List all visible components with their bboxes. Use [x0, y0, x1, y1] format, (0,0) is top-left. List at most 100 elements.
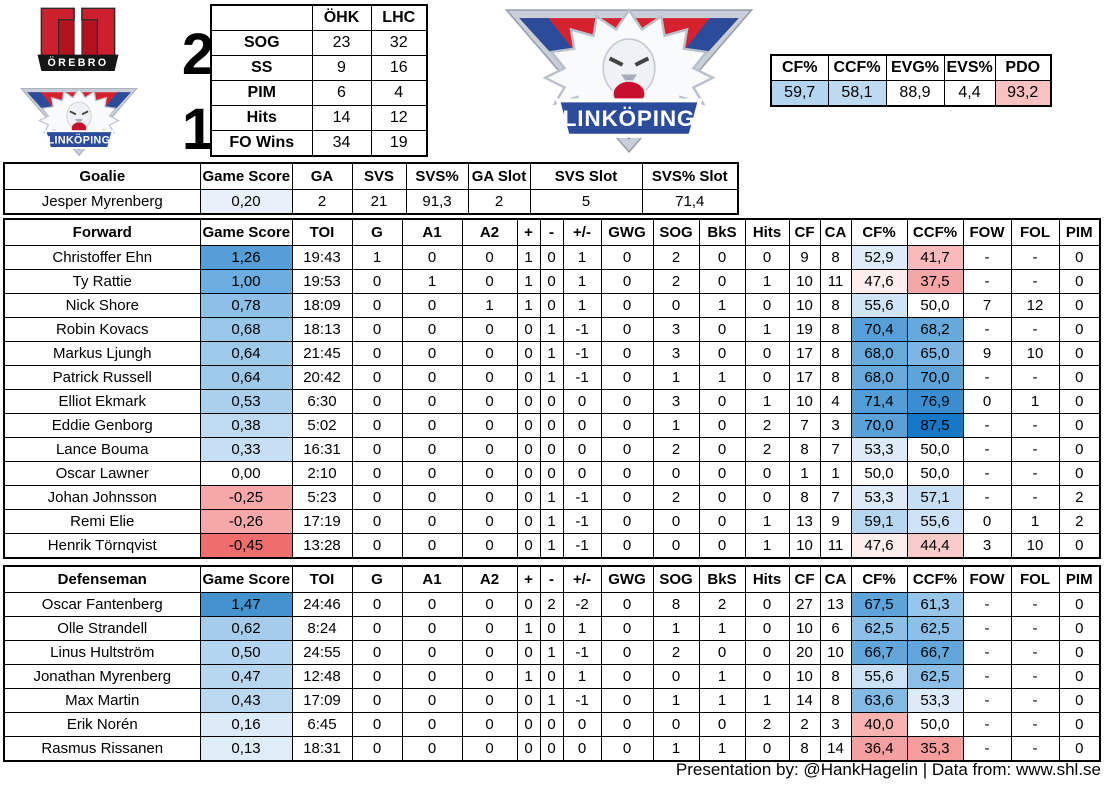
row-label: Robin Kovacs [3, 317, 201, 342]
stat-cell: 3 [819, 413, 852, 438]
stat-cell: 0,43 [199, 688, 293, 713]
stat-cell: 41,7 [906, 245, 964, 270]
stat-cell: 6 [311, 80, 372, 106]
stat-cell: 0 [600, 712, 654, 737]
stat-cell: 0,38 [199, 413, 293, 438]
stat-cell: 0 [461, 485, 518, 510]
stat-cell: 10 [788, 269, 821, 294]
stat-cell: 0 [516, 413, 541, 438]
stat-cell: 1 [539, 533, 564, 559]
stat-cell: 0 [652, 509, 700, 534]
stat-cell: 0 [351, 293, 403, 318]
stat-cell: 0 [401, 736, 463, 762]
stat-cell: 0 [600, 461, 654, 486]
stat-cell: 2 [467, 189, 531, 215]
stat-cell: - [962, 413, 1012, 438]
stat-cell: 0 [698, 269, 746, 294]
row-label: Remi Elie [3, 509, 201, 534]
stat-cell: 0 [600, 485, 654, 510]
stat-cell: -0,26 [199, 509, 293, 534]
stat-cell: 0 [539, 461, 564, 486]
stat-cell: 0 [600, 688, 654, 713]
stat-cell: 10 [788, 616, 821, 641]
stat-cell: 3 [652, 389, 700, 414]
column-header: CF% [770, 54, 829, 81]
stat-cell: - [962, 640, 1012, 665]
stat-cell: 14 [311, 105, 372, 131]
stat-cell: 12 [370, 105, 428, 131]
stat-cell: -1 [562, 485, 602, 510]
stat-cell: 2:10 [291, 461, 353, 486]
stat-cell: 0 [600, 437, 654, 462]
stat-cell: 0 [401, 245, 463, 270]
column-header: PIM [1058, 565, 1101, 593]
stat-cell: 19 [370, 130, 428, 157]
stat-cell: 0 [461, 509, 518, 534]
stat-cell: 0 [516, 712, 541, 737]
column-header: G [351, 565, 403, 593]
row-label: Jonathan Myrenberg [3, 664, 201, 689]
stat-cell: 0 [1058, 365, 1101, 390]
column-header: SVS [351, 162, 407, 190]
stat-cell: 1 [461, 293, 518, 318]
stat-cell: 0 [698, 389, 746, 414]
stat-cell: 61,3 [906, 592, 964, 617]
stat-cell: 50,0 [906, 461, 964, 486]
column-header: CF [788, 218, 821, 246]
stat-cell: 0 [516, 688, 541, 713]
stat-cell: 4,4 [943, 80, 996, 107]
stat-cell: 5 [529, 189, 643, 215]
table-row: Elliot Ekmark 0,53 6:30 0 0 0 0 0 0 0 3 0 1 10 4 71,4 76… [3, 389, 1101, 414]
team-stats-section: ÖHK LHC SOG 23 32 SS 9 16 PIM 6 4 Hits 14 12 FO Wins 3… [210, 4, 428, 157]
stat-cell: 2 [1058, 485, 1101, 510]
stat-cell: 0 [600, 413, 654, 438]
table-row: Linus Hultström 0,50 24:55 0 0 0 0 1 -1 0 2 0 0 20 10 6… [3, 640, 1101, 665]
row-label: Nick Shore [3, 293, 201, 318]
stat-cell: 0 [351, 365, 403, 390]
stat-cell: 9 [311, 55, 372, 81]
stat-cell: 0 [600, 269, 654, 294]
stat-cell: 1 [351, 245, 403, 270]
stat-cell: 44,4 [906, 533, 964, 559]
row-label: Jesper Myrenberg [3, 189, 201, 215]
stat-cell: - [962, 485, 1012, 510]
stat-cell: 1 [652, 688, 700, 713]
stat-cell: 1 [516, 269, 541, 294]
stat-cell: - [962, 664, 1012, 689]
stat-cell: 13:28 [291, 533, 353, 559]
stat-cell: 0 [600, 341, 654, 366]
table-row: Oscar Lawner 0,00 2:10 0 0 0 0 0 0 0 0 0 0 1 1 50,0 50,0… [3, 461, 1101, 486]
home-score: 2 [181, 22, 215, 87]
stat-cell: 0 [516, 341, 541, 366]
table-header-row: Goalie Game Score GA SVS SVS% GA Slot SVS Slot… [3, 162, 739, 190]
stat-cell: -1 [562, 533, 602, 559]
column-header: FOW [962, 218, 1012, 246]
column-header: - [539, 218, 564, 246]
column-header: EVG% [885, 54, 945, 81]
stat-cell: 0 [600, 389, 654, 414]
table-row: Remi Elie -0,26 17:19 0 0 0 0 1 -1 0 0 0 1 13 9 59,1 55,… [3, 509, 1101, 534]
stat-cell: 70,0 [850, 413, 908, 438]
row-label: Linus Hultström [3, 640, 201, 665]
column-header: BkS [698, 565, 746, 593]
stat-cell: 2 [744, 437, 790, 462]
row-label: PIM [210, 80, 313, 106]
stat-cell: 7 [962, 293, 1012, 318]
stat-cell: 0 [401, 293, 463, 318]
stat-cell: 0 [516, 389, 541, 414]
stat-cell: 32 [370, 30, 428, 56]
stat-cell: 10 [1010, 341, 1060, 366]
table-row: Oscar Fantenberg 1,47 24:46 0 0 0 0 2 -2 0 8 2 0 27 13… [3, 592, 1101, 617]
stat-cell: 0 [600, 640, 654, 665]
stat-cell: 1 [539, 688, 564, 713]
column-header: GA [291, 162, 353, 190]
stat-cell: 0 [351, 485, 403, 510]
stat-cell: 0 [600, 365, 654, 390]
stat-cell: 24:46 [291, 592, 353, 617]
stat-cell: 34 [311, 130, 372, 157]
stat-cell: 0,33 [199, 437, 293, 462]
column-header: A2 [461, 565, 518, 593]
stat-cell: 3 [819, 712, 852, 737]
stat-cell: 0 [1058, 437, 1101, 462]
stat-cell: 4 [819, 389, 852, 414]
